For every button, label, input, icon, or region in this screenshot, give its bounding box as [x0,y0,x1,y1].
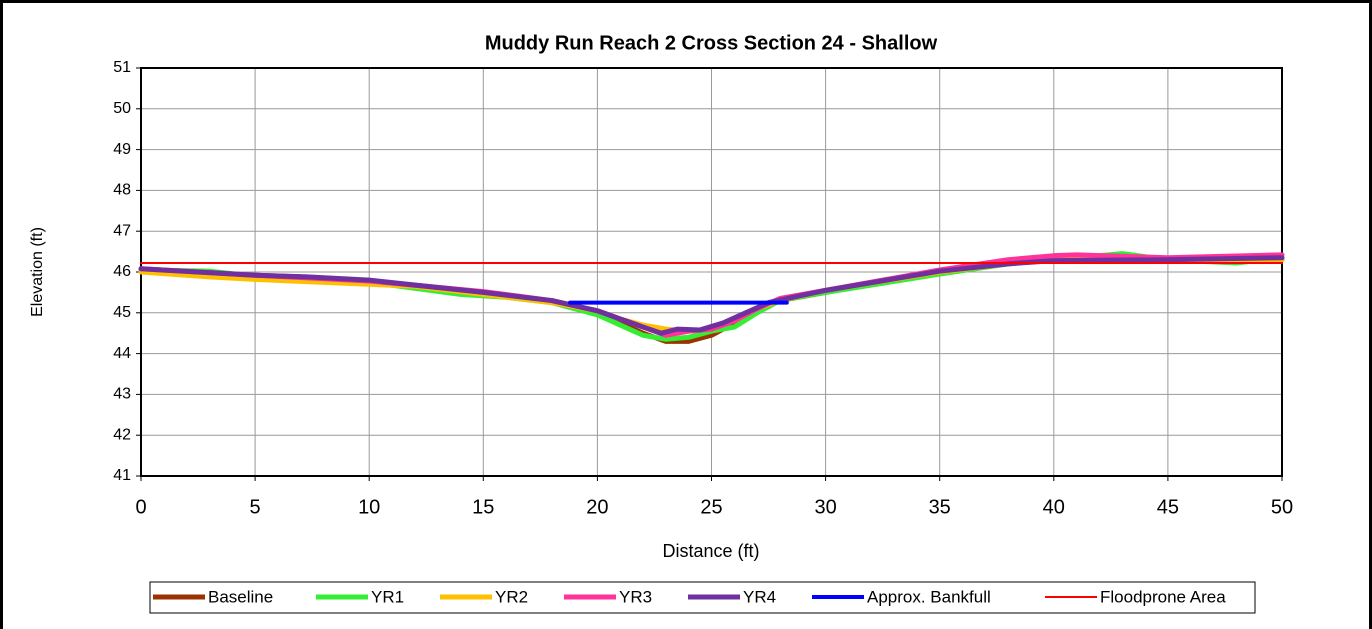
legend-label: YR4 [743,587,776,606]
x-axis-label: Distance (ft) [662,541,759,561]
y-tick-label: 47 [113,222,131,239]
y-tick-label: 42 [113,426,131,443]
series-line [138,255,1285,336]
legend-label: YR3 [619,587,652,606]
legend-label: Approx. Bankfull [867,587,991,606]
y-tick-label: 48 [113,182,131,199]
y-tick-label: 49 [113,141,131,158]
legend-label: YR2 [495,587,528,606]
x-tick-label: 50 [1271,496,1293,518]
y-tick-label: 50 [113,100,131,117]
y-tick-label: 46 [113,263,131,280]
y-tick-label: 45 [113,304,131,321]
x-tick-label: 45 [1157,496,1179,518]
x-tick-label: 0 [135,496,146,518]
x-tick-label: 20 [586,496,608,518]
legend-label: Baseline [208,587,273,606]
x-tick-label: 15 [472,496,494,518]
y-tick-label: 43 [113,386,131,403]
y-tick-label: 41 [113,467,131,484]
x-tick-label: 30 [814,496,836,518]
x-tick-label: 35 [929,496,951,518]
x-tick-label: 10 [358,496,380,518]
legend-label: YR1 [371,587,404,606]
y-axis-label: Elevation (ft) [29,227,46,317]
y-tick-label: 44 [113,345,131,362]
y-tick-label: 51 [113,59,131,76]
x-tick-label: 40 [1043,496,1065,518]
x-tick-label: 25 [700,496,722,518]
legend-label: Floodprone Area [1100,587,1226,606]
x-tick-label: 5 [250,496,261,518]
chart-title: Muddy Run Reach 2 Cross Section 24 - Sha… [485,32,938,54]
